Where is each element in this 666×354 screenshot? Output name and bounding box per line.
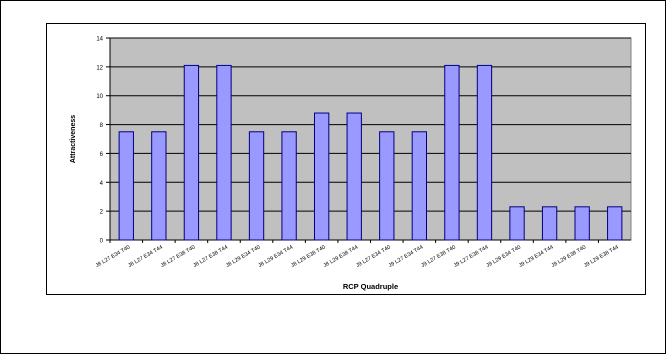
bar <box>607 206 623 241</box>
y-axis-label: Attractiveness <box>70 115 77 163</box>
chart-area: 0 2 4 6 8 10 12 14 J8 L27 E34 T40 J8 L27 E34 T44… <box>46 23 646 295</box>
x-tick-label: J9 L27 E34 T44 <box>388 245 425 270</box>
bar <box>346 112 362 241</box>
y-tick-label: 6 <box>100 152 104 158</box>
bar <box>151 131 167 241</box>
y-tick-label: 0 <box>100 239 104 245</box>
y-tick-label: 4 <box>100 181 104 187</box>
bar <box>476 64 493 241</box>
bars <box>118 64 623 241</box>
bar <box>541 206 558 241</box>
bar <box>509 206 525 241</box>
x-tick-label: J9 L27 E38 T40 <box>420 245 457 270</box>
y-tick-label: 14 <box>96 37 103 43</box>
bar <box>379 131 395 241</box>
x-tick-label: J8 L29 E34 T44 <box>258 245 295 270</box>
x-tick-label: J8 L27 E38 T40 <box>160 245 197 270</box>
x-tick-label: J8 L29 E38 T40 <box>290 245 327 270</box>
x-tick-label: J8 L27 E34 T40 <box>95 245 132 270</box>
bar <box>281 131 297 241</box>
x-tick-label: J8 L29 E34 T40 <box>225 245 262 270</box>
bar <box>216 64 232 241</box>
x-tick-label: J9 L29 E34 T44 <box>518 245 555 270</box>
x-tick-label: J8 L27 E34 T44 <box>127 245 164 270</box>
bar <box>574 206 590 241</box>
bar <box>444 64 460 241</box>
x-tick-label: J9 L29 E38 T44 <box>583 245 620 270</box>
bar <box>183 64 200 241</box>
x-tick-label: J9 L27 E38 T44 <box>453 245 490 270</box>
x-tick-label: J8 L29 E38 T44 <box>323 245 360 270</box>
x-tick-label: J9 L29 E34 T40 <box>485 245 522 270</box>
bar <box>118 131 134 241</box>
x-tick-label: J8 L27 E38 T44 <box>192 245 229 270</box>
y-tick-label: 12 <box>96 65 103 71</box>
y-tick-label: 10 <box>96 94 103 100</box>
y-tick-label: 2 <box>100 210 104 216</box>
y-tick-label: 8 <box>100 123 104 129</box>
x-tick-label: J9 L29 E38 T40 <box>551 245 588 270</box>
bar <box>248 131 265 241</box>
y-tick-labels: 0 2 4 6 8 10 12 14 <box>96 37 103 245</box>
bar <box>313 112 330 241</box>
bar <box>411 131 428 241</box>
x-axis-label: RCP Quadruple <box>343 282 398 291</box>
x-tick-label: J9 L27 E34 T40 <box>355 245 392 270</box>
